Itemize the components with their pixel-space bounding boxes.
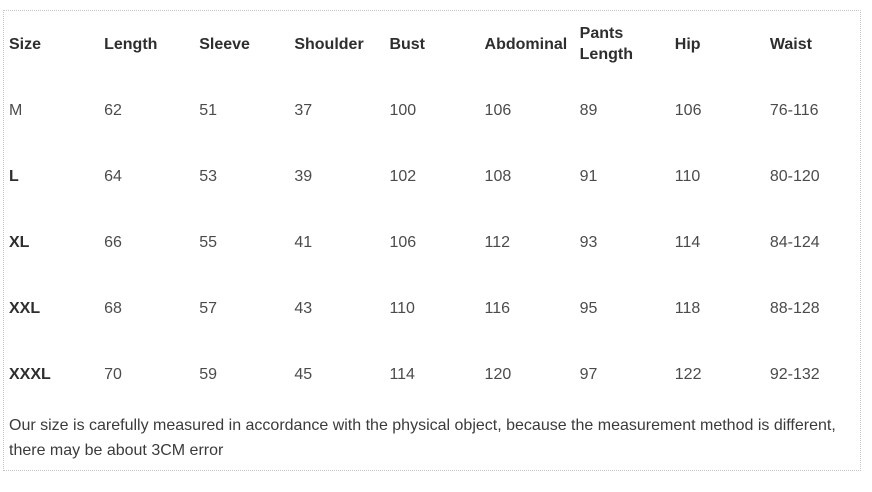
column-header-pants-length: Pants Length: [579, 25, 633, 63]
cell-xl-hip: 114: [674, 233, 701, 251]
table-row-m: M 62 51 37 100 106 89 106 76-116: [4, 77, 860, 143]
size-label-xxl: XXL: [9, 299, 41, 317]
column-header-size: Size: [9, 35, 42, 53]
cell-xxl-bust: 110: [389, 299, 415, 317]
cell-m-abdominal: 106: [484, 101, 512, 119]
cell-xxl-pants-length: 95: [579, 299, 598, 317]
cell-xxl-shoulder: 43: [294, 299, 313, 317]
cell-xxxl-length: 70: [104, 365, 122, 383]
cell-xl-bust: 106: [389, 233, 417, 251]
cell-xxxl-abdominal: 120: [484, 365, 512, 383]
cell-xl-abdominal: 112: [484, 233, 511, 251]
cell-l-waist: 80-120: [769, 167, 820, 185]
cell-xl-sleeve: 55: [199, 233, 218, 251]
column-header-abdominal: Abdominal: [484, 35, 568, 53]
cell-xxxl-shoulder: 45: [294, 365, 313, 383]
cell-l-pants-length: 91: [579, 167, 598, 185]
cell-xxxl-sleeve: 59: [199, 365, 218, 383]
size-label-l: L: [9, 167, 19, 185]
cell-l-bust: 102: [389, 167, 417, 185]
cell-xxl-abdominal: 116: [484, 299, 511, 317]
table-row-xxl: XXL 68 57 43 110 116 95 118 88-128: [4, 275, 860, 341]
cell-l-length: 64: [104, 167, 122, 185]
measurement-note: Our size is carefully measured in accord…: [9, 417, 836, 459]
cell-m-waist: 76-116: [769, 101, 819, 119]
cell-m-pants-length: 89: [579, 101, 598, 119]
size-chart-panel: Size Length Sleeve Shoulder Bust Abdomin…: [3, 10, 861, 471]
cell-xl-shoulder: 41: [294, 233, 313, 251]
size-label-xxxl: XXXL: [9, 365, 51, 383]
cell-xxl-waist: 88-128: [769, 299, 820, 317]
cell-xxl-hip: 118: [674, 299, 701, 317]
cell-xl-pants-length: 93: [579, 233, 598, 251]
size-chart-table: Size Length Sleeve Shoulder Bust Abdomin…: [4, 11, 860, 407]
cell-m-length: 62: [104, 101, 122, 119]
column-header-sleeve: Sleeve: [199, 35, 250, 53]
cell-m-shoulder: 37: [294, 101, 313, 119]
cell-xxl-length: 68: [104, 299, 122, 317]
column-header-hip: Hip: [674, 35, 701, 53]
column-header-length: Length: [104, 35, 158, 53]
cell-m-bust: 100: [389, 101, 417, 119]
cell-xxxl-hip: 122: [674, 365, 702, 383]
cell-xl-waist: 84-124: [769, 233, 820, 251]
column-header-bust: Bust: [389, 35, 425, 53]
table-row-xl: XL 66 55 41 106 112 93 114 84-124: [4, 209, 860, 275]
cell-xl-length: 66: [104, 233, 122, 251]
column-header-shoulder: Shoulder: [294, 35, 364, 53]
cell-m-hip: 106: [674, 101, 702, 119]
column-header-waist: Waist: [769, 35, 812, 53]
cell-xxxl-waist: 92-132: [769, 365, 820, 383]
table-row-l: L 64 53 39 102 108 91 110 80-120: [4, 143, 860, 209]
cell-xxl-sleeve: 57: [199, 299, 218, 317]
header-row: Size Length Sleeve Shoulder Bust Abdomin…: [4, 11, 860, 77]
cell-l-abdominal: 108: [484, 167, 512, 185]
cell-l-hip: 110: [674, 167, 701, 185]
cell-l-sleeve: 53: [199, 167, 218, 185]
cell-l-shoulder: 39: [294, 167, 313, 185]
cell-xxxl-pants-length: 97: [579, 365, 598, 383]
cell-xxxl-bust: 114: [389, 365, 415, 383]
size-label-m: M: [9, 101, 23, 119]
size-label-xl: XL: [9, 233, 30, 251]
table-row-xxxl: XXXL 70 59 45 114 120 97 122 92-132: [4, 341, 860, 407]
cell-m-sleeve: 51: [199, 101, 218, 119]
